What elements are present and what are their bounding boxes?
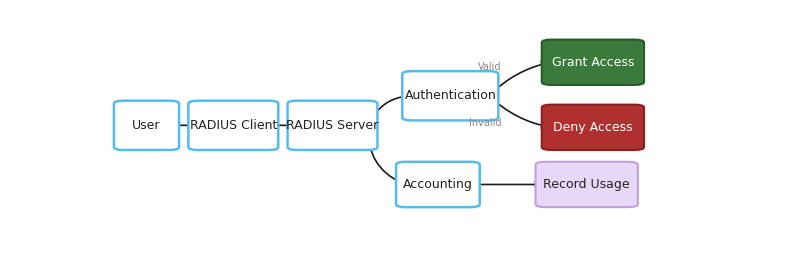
FancyArrowPatch shape	[490, 61, 548, 95]
FancyBboxPatch shape	[542, 40, 644, 85]
Text: Accounting: Accounting	[403, 178, 473, 191]
FancyArrowPatch shape	[171, 122, 194, 129]
FancyArrowPatch shape	[490, 97, 548, 129]
FancyBboxPatch shape	[287, 101, 378, 150]
FancyBboxPatch shape	[535, 162, 638, 207]
Text: Authentication: Authentication	[405, 89, 496, 102]
FancyBboxPatch shape	[114, 101, 179, 150]
FancyArrowPatch shape	[472, 182, 542, 188]
Text: User: User	[132, 119, 161, 132]
Text: Invalid: Invalid	[469, 118, 502, 128]
Text: Valid: Valid	[478, 62, 502, 72]
FancyArrowPatch shape	[368, 127, 402, 184]
FancyArrowPatch shape	[270, 122, 294, 129]
FancyBboxPatch shape	[542, 105, 644, 150]
FancyArrowPatch shape	[369, 93, 408, 124]
FancyBboxPatch shape	[402, 71, 498, 120]
Text: RADIUS Client: RADIUS Client	[190, 119, 277, 132]
Text: Deny Access: Deny Access	[553, 121, 633, 134]
FancyBboxPatch shape	[396, 162, 480, 207]
Text: Record Usage: Record Usage	[543, 178, 630, 191]
Text: Grant Access: Grant Access	[552, 56, 634, 69]
Text: RADIUS Server: RADIUS Server	[286, 119, 378, 132]
FancyBboxPatch shape	[188, 101, 278, 150]
